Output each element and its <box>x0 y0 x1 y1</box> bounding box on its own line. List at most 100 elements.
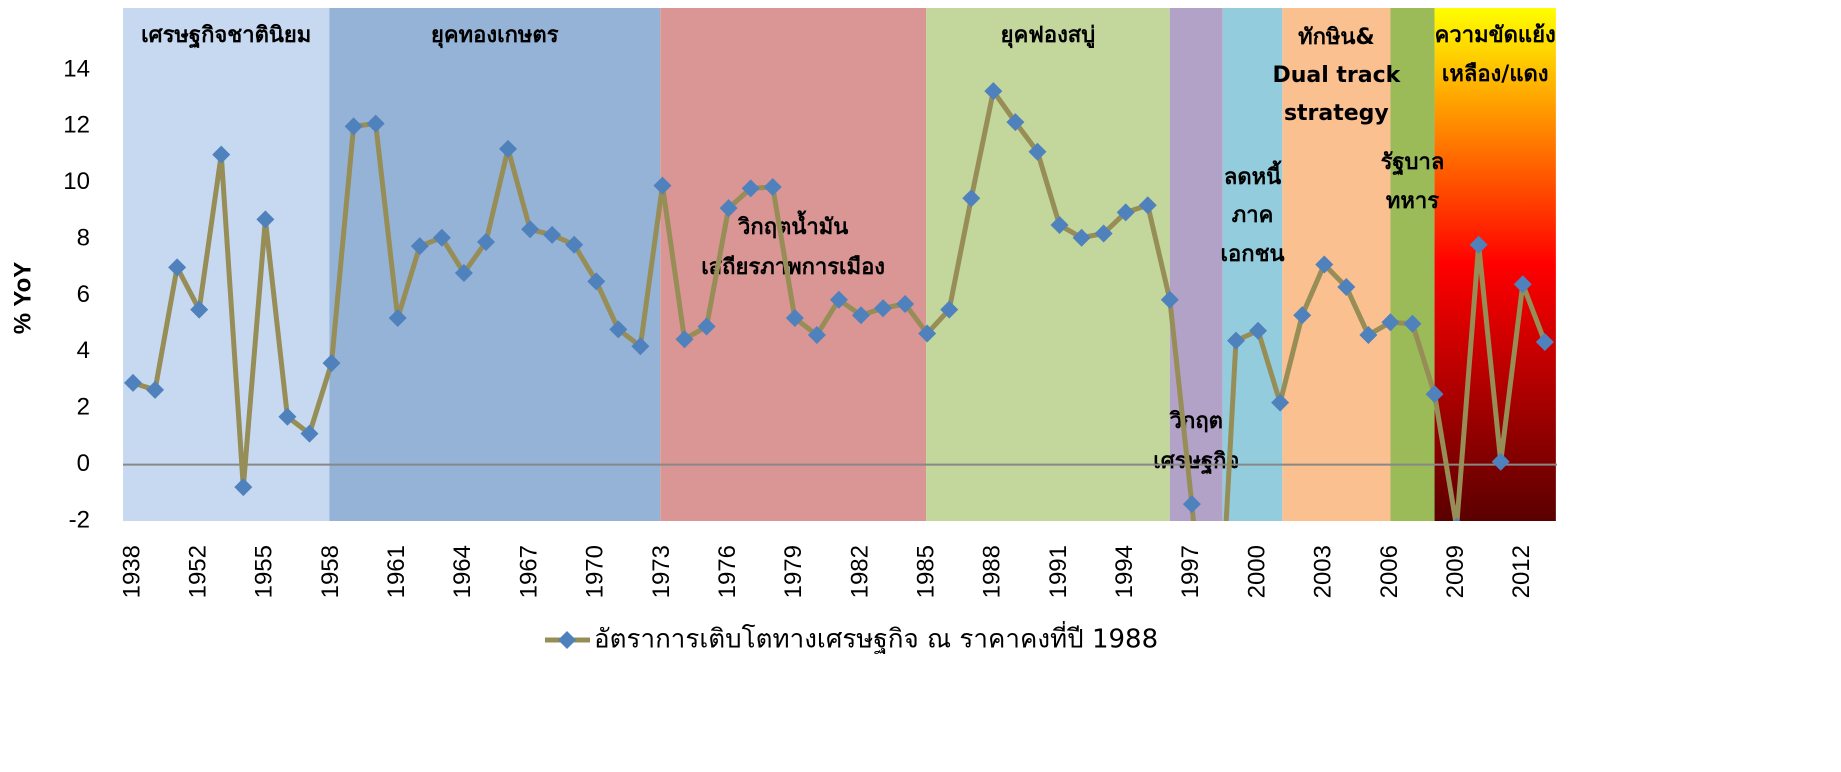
band-label: วิกฤตน้ำมัน <box>737 210 848 240</box>
era-band <box>1434 8 1556 521</box>
data-point <box>212 145 231 164</box>
data-point <box>896 294 915 313</box>
data-point <box>454 263 473 282</box>
x-tick-label: 1964 <box>449 545 476 598</box>
data-point <box>278 407 297 426</box>
data-point <box>1205 737 1223 755</box>
x-tick-label: 1938 <box>118 545 145 598</box>
legend-marker <box>558 631 576 649</box>
data-point <box>499 139 518 158</box>
data-point <box>1491 452 1510 471</box>
y-tick-label: 12 <box>63 112 90 139</box>
era-band <box>1282 8 1391 521</box>
band-label: วิกฤต <box>1169 409 1223 434</box>
data-point <box>1160 290 1179 309</box>
data-point <box>168 258 187 277</box>
data-point <box>388 309 407 328</box>
data-point <box>719 199 738 218</box>
data-point <box>1271 393 1290 412</box>
y-tick-label: 4 <box>77 337 90 364</box>
data-point <box>124 373 142 392</box>
data-point <box>1138 196 1157 215</box>
data-point <box>1182 495 1201 514</box>
data-point <box>1535 333 1554 352</box>
data-point <box>1028 142 1047 161</box>
data-point <box>366 114 385 133</box>
data-point <box>785 309 804 328</box>
x-tick-label: 1973 <box>648 545 675 598</box>
data-point <box>1315 255 1334 274</box>
data-point <box>653 176 672 195</box>
data-point <box>984 82 1003 101</box>
band-label: เศรษฐกิจชาตินิยม <box>141 23 311 49</box>
data-point <box>1469 235 1488 254</box>
y-tick-label: 8 <box>77 224 90 251</box>
data-point <box>1249 321 1268 340</box>
data-point <box>609 320 628 339</box>
data-point <box>675 330 694 349</box>
x-tick-label: 2012 <box>1508 545 1535 598</box>
data-point <box>543 225 562 244</box>
y-tick-label: -2 <box>69 506 90 533</box>
data-point <box>1337 278 1356 297</box>
data-point <box>256 210 275 229</box>
data-point <box>741 179 760 198</box>
data-point <box>234 478 253 497</box>
band-label: ยุคฟองสบู่ <box>1001 23 1096 49</box>
x-tick-label: 2000 <box>1243 545 1270 598</box>
y-tick-label: 14 <box>63 55 90 82</box>
data-point <box>874 299 893 318</box>
band-label: ความขัดแย้ง <box>1435 23 1556 48</box>
band-label: เสถียรภาพการเมือง <box>701 255 885 280</box>
x-tick-label: 1961 <box>383 545 410 598</box>
x-tick-label: 1997 <box>1177 545 1204 598</box>
x-tick-label: 1991 <box>1045 545 1072 598</box>
data-point <box>1227 331 1245 350</box>
data-point <box>1006 113 1025 132</box>
data-point <box>763 177 782 196</box>
x-tick-label: 1982 <box>846 545 873 598</box>
data-point <box>1116 203 1135 222</box>
data-point <box>410 237 429 256</box>
data-point <box>565 235 584 254</box>
data-point <box>1359 325 1378 344</box>
x-tick-label: 1988 <box>979 545 1006 598</box>
y-tick-label: 6 <box>77 281 90 308</box>
era-band <box>660 8 927 521</box>
band-label: ภาค <box>1232 203 1274 228</box>
era-band <box>329 8 661 521</box>
data-point <box>1425 385 1444 404</box>
data-point <box>344 117 363 136</box>
data-point <box>1072 228 1091 247</box>
x-tick-label: 1976 <box>714 545 741 598</box>
x-tick-label: 1958 <box>317 545 344 598</box>
band-label: ทหาร <box>1386 189 1439 214</box>
data-point <box>940 300 959 319</box>
x-tick-label: 1979 <box>780 545 807 598</box>
band-label: เอกชน <box>1221 242 1285 267</box>
data-point <box>851 306 870 325</box>
x-tick-label: 2003 <box>1310 545 1337 598</box>
band-label: รัฐบาล <box>1381 150 1445 176</box>
data-point <box>146 380 165 399</box>
legend-label: อัตราการเติบโตทางเศรษฐกิจ ณ ราคาคงที่ปี … <box>594 621 1158 655</box>
x-tick-label: 1994 <box>1111 545 1138 598</box>
x-tick-label: 1970 <box>582 545 609 598</box>
data-point <box>1094 224 1113 243</box>
band-label: ทักษิน& <box>1298 25 1375 50</box>
y-tick-label: 0 <box>77 450 90 477</box>
data-point <box>1453 517 1460 521</box>
data-point <box>1050 216 1069 235</box>
band-label: ยุคทองเกษตร <box>431 23 559 49</box>
x-tick-label: 1952 <box>185 545 212 598</box>
data-point <box>587 272 606 291</box>
data-point <box>829 290 848 309</box>
era-band <box>1390 8 1435 521</box>
band-label: เหลือง/แดง <box>1442 62 1549 87</box>
data-point <box>190 300 209 319</box>
data-point <box>521 220 540 239</box>
data-point <box>300 424 319 443</box>
y-tick-label: 10 <box>63 168 90 195</box>
band-label: เศรษฐกิจ <box>1153 449 1239 475</box>
